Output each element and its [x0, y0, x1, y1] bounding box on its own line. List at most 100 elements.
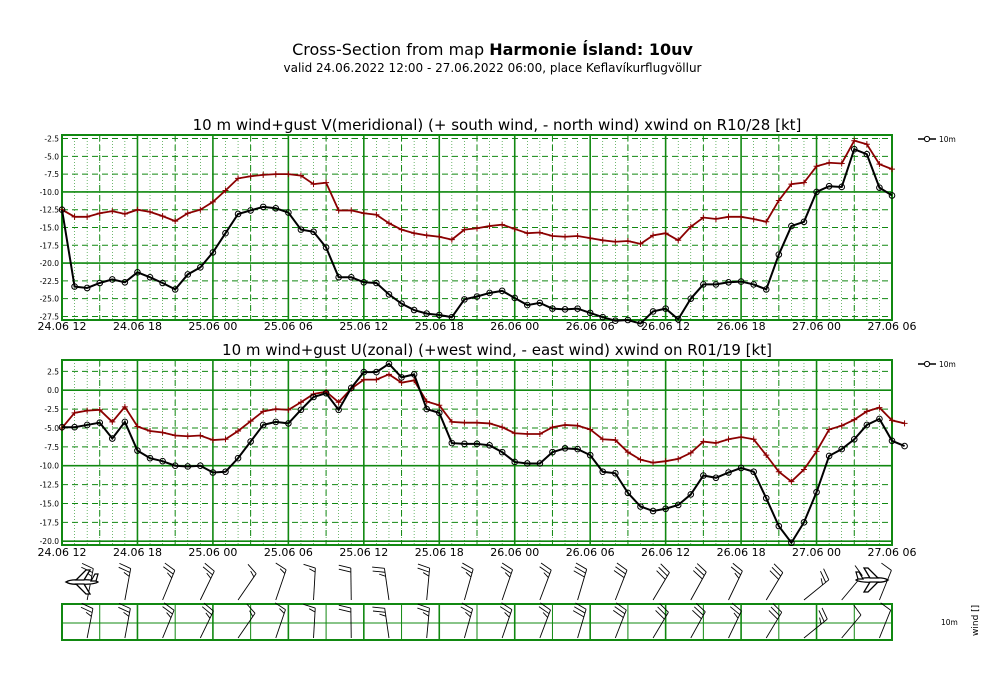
data-point-gust — [712, 440, 719, 447]
data-point-gust — [84, 213, 91, 220]
data-point — [83, 421, 91, 429]
data-point — [398, 374, 405, 381]
data-point — [272, 418, 280, 426]
legend-marker — [923, 135, 931, 143]
x-tick-label: 26.06 12 — [641, 320, 690, 333]
data-point-gust — [385, 371, 392, 378]
x-tick-label: 24.06 12 — [38, 546, 87, 559]
wind-barb — [499, 602, 513, 639]
data-point-gust — [662, 458, 669, 465]
data-point — [725, 278, 732, 286]
data-point-gust — [499, 221, 506, 228]
data-point-gust — [624, 449, 631, 456]
wind-barb — [500, 562, 513, 601]
wind-barb — [372, 606, 390, 639]
data-point-gust — [247, 173, 254, 180]
y-tick-label: -17.5 — [40, 518, 60, 527]
data-point-gust — [84, 407, 91, 414]
strip-legend-label: wind [] — [971, 605, 981, 636]
data-point — [410, 306, 418, 314]
data-point — [134, 269, 141, 276]
wind-barb — [162, 602, 175, 639]
data-point-gust — [260, 171, 267, 178]
data-point-gust — [461, 226, 468, 233]
data-point — [624, 316, 632, 324]
data-point — [687, 491, 695, 498]
data-point-gust — [687, 449, 694, 456]
data-point-gust — [499, 424, 506, 431]
data-point-gust — [121, 210, 128, 217]
data-point — [901, 442, 908, 450]
y-tick-label: 0.0 — [47, 386, 59, 395]
data-point — [800, 519, 808, 526]
y-tick-label: -20.0 — [40, 537, 60, 546]
data-point — [134, 447, 141, 454]
data-point-gust — [461, 419, 468, 426]
data-point — [788, 222, 795, 230]
data-point-gust — [235, 427, 242, 434]
data-point-gust — [637, 240, 644, 247]
data-point-gust — [826, 159, 833, 166]
data-point — [473, 440, 481, 448]
data-point-gust — [184, 210, 191, 217]
data-point — [197, 264, 204, 271]
legend-label: 10m — [939, 360, 956, 369]
x-tick-label: 26.06 18 — [717, 546, 766, 559]
data-point-gust — [536, 431, 543, 437]
data-point — [549, 448, 556, 456]
data-point-gust — [373, 211, 380, 218]
wind-barb — [728, 602, 742, 639]
data-point-gust — [235, 175, 242, 182]
data-point-gust — [109, 418, 116, 425]
data-point — [775, 522, 783, 530]
data-point — [448, 439, 456, 447]
data-point — [586, 309, 594, 317]
data-point-gust — [662, 230, 669, 237]
data-point-gust — [763, 452, 770, 459]
data-point — [561, 306, 569, 313]
wind-barb — [538, 602, 551, 639]
chart-title: 10 m wind+gust V(meridional) (+ south wi… — [193, 116, 802, 134]
data-point-gust — [813, 448, 820, 455]
data-point-gust — [800, 466, 807, 473]
data-point-gust — [813, 163, 820, 170]
y-tick-label: -15.0 — [40, 499, 60, 508]
x-tick-label: 27.06 06 — [868, 546, 917, 559]
data-point — [121, 418, 129, 426]
x-tick-label: 25.06 06 — [264, 320, 313, 333]
data-point-gust — [650, 232, 657, 239]
data-point-gust — [222, 187, 229, 194]
data-point-gust — [335, 207, 342, 214]
x-tick-label: 26.06 00 — [490, 546, 539, 559]
wind-barb — [80, 602, 94, 639]
data-point-gust — [184, 433, 191, 440]
data-point-gust — [197, 206, 204, 213]
data-point — [247, 207, 254, 214]
data-point — [272, 204, 280, 212]
series-line-10m — [62, 362, 905, 545]
data-point — [876, 415, 883, 423]
data-point — [750, 281, 757, 288]
data-point-gust — [587, 426, 594, 433]
data-point — [838, 445, 845, 453]
data-point — [813, 488, 820, 496]
data-point — [322, 389, 330, 397]
wind-barb — [573, 562, 588, 601]
data-point-gust — [524, 230, 531, 237]
x-tick-label: 26.06 18 — [717, 320, 766, 333]
data-point — [461, 440, 468, 448]
data-point — [750, 468, 757, 476]
data-point-gust — [71, 409, 78, 416]
data-point — [259, 203, 267, 211]
data-point-gust — [675, 455, 682, 462]
data-point — [410, 371, 418, 378]
data-point — [813, 188, 820, 196]
data-point — [574, 445, 581, 453]
data-point-gust — [549, 233, 556, 240]
data-point — [561, 445, 569, 452]
wind-barb — [303, 603, 316, 639]
wind-barb — [765, 563, 784, 601]
data-point — [146, 454, 154, 462]
x-tick-label: 25.06 06 — [264, 546, 313, 559]
data-point — [322, 244, 330, 251]
